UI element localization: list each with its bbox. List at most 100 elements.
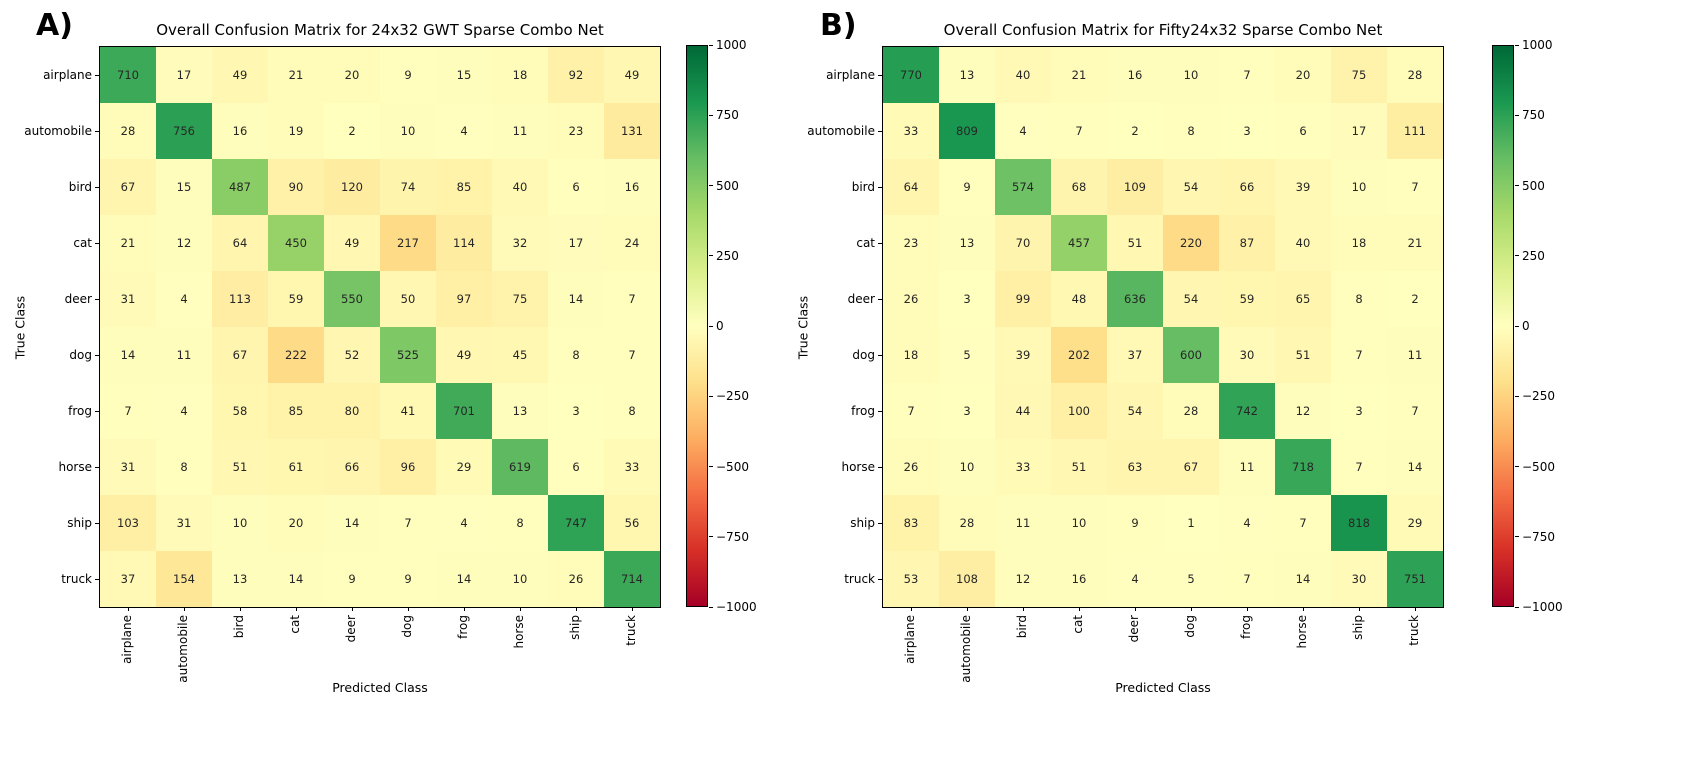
matrix-cell: 11 xyxy=(1387,327,1443,383)
y-tick-label: automobile xyxy=(807,124,875,138)
matrix-cell: 154 xyxy=(156,551,212,607)
matrix-cell: 600 xyxy=(1163,327,1219,383)
matrix-cell: 16 xyxy=(1051,551,1107,607)
matrix-cell: 13 xyxy=(939,215,995,271)
x-tick-label: dog xyxy=(400,615,414,638)
matrix-cell: 6 xyxy=(548,159,604,215)
colorbar-tick-mark xyxy=(1515,255,1519,257)
y-tick-label: ship xyxy=(67,516,92,530)
matrix-cell: 3 xyxy=(939,271,995,327)
panel-letter: B) xyxy=(820,8,857,43)
matrix-cell: 742 xyxy=(1219,383,1275,439)
matrix-cell: 51 xyxy=(1051,439,1107,495)
x-tick-label: frog xyxy=(456,615,470,639)
matrix-cell: 9 xyxy=(380,47,436,103)
matrix-cell: 11 xyxy=(156,327,212,383)
x-tick-label: automobile xyxy=(176,615,190,683)
matrix-cell: 54 xyxy=(1163,159,1219,215)
x-tick-mark xyxy=(183,607,185,611)
matrix-cell: 68 xyxy=(1051,159,1107,215)
colorbar-tick-mark xyxy=(1515,185,1519,186)
matrix-cell: 14 xyxy=(436,551,492,607)
matrix-cell: 222 xyxy=(268,327,324,383)
matrix-cell: 49 xyxy=(436,327,492,383)
matrix-cell: 3 xyxy=(1331,383,1387,439)
matrix-cell: 33 xyxy=(604,439,660,495)
x-tick-label: bird xyxy=(1015,615,1029,639)
matrix-cell: 701 xyxy=(436,383,492,439)
x-tick-label: airplane xyxy=(120,615,134,664)
matrix-cell: 52 xyxy=(324,327,380,383)
y-tick-label: airplane xyxy=(43,68,92,82)
x-tick-label: truck xyxy=(624,615,638,646)
matrix-cell: 85 xyxy=(268,383,324,439)
colorbar-tick-label: 0 xyxy=(1522,319,1530,333)
matrix-cell: 48 xyxy=(1051,271,1107,327)
colorbar-tick-label: 1000 xyxy=(716,38,747,52)
matrix-cell: 24 xyxy=(604,215,660,271)
matrix-cell: 90 xyxy=(268,159,324,215)
matrix-cell: 28 xyxy=(1387,47,1443,103)
y-tick-mark xyxy=(95,578,99,580)
matrix-cell: 487 xyxy=(212,159,268,215)
y-axis-label: True Class xyxy=(795,295,811,360)
matrix-cell: 4 xyxy=(1219,495,1275,551)
matrix-cell: 28 xyxy=(1163,383,1219,439)
matrix-cell: 37 xyxy=(100,551,156,607)
matrix-cell: 23 xyxy=(548,103,604,159)
matrix-cell: 619 xyxy=(492,439,548,495)
matrix-cell: 40 xyxy=(1275,215,1331,271)
matrix-cell: 6 xyxy=(548,439,604,495)
x-tick-label: deer xyxy=(344,615,358,643)
matrix-cell: 131 xyxy=(604,103,660,159)
y-tick-label: deer xyxy=(64,292,92,306)
matrix-cell: 41 xyxy=(380,383,436,439)
matrix-cell: 770 xyxy=(883,47,939,103)
matrix-cell: 97 xyxy=(436,271,492,327)
matrix-cell: 11 xyxy=(995,495,1051,551)
matrix-cell: 8 xyxy=(492,495,548,551)
matrix-cell: 16 xyxy=(212,103,268,159)
matrix-cell: 103 xyxy=(100,495,156,551)
matrix-cell: 54 xyxy=(1107,383,1163,439)
x-tick-label: horse xyxy=(512,615,526,649)
colorbar-tick-label: −500 xyxy=(1522,459,1555,474)
matrix-cell: 20 xyxy=(324,47,380,103)
matrix-cell: 818 xyxy=(1331,495,1387,551)
colorbar-tick-mark xyxy=(709,114,713,116)
matrix-cell: 220 xyxy=(1163,215,1219,271)
colorbar-tick-label: 750 xyxy=(716,108,739,123)
matrix-cell: 4 xyxy=(436,495,492,551)
matrix-cell: 12 xyxy=(156,215,212,271)
colorbar-tick-mark xyxy=(709,606,713,608)
colorbar-tick-label: 0 xyxy=(716,319,724,333)
matrix-cell: 2 xyxy=(1107,103,1163,159)
matrix-cell: 33 xyxy=(883,103,939,159)
y-tick-label: automobile xyxy=(24,124,92,138)
y-tick-label: frog xyxy=(851,404,875,418)
matrix-cell: 31 xyxy=(156,495,212,551)
matrix-cell: 7 xyxy=(883,383,939,439)
matrix-cell: 31 xyxy=(100,439,156,495)
matrix-cell: 21 xyxy=(100,215,156,271)
colorbar-tick-mark xyxy=(1515,466,1519,467)
matrix-cell: 20 xyxy=(1275,47,1331,103)
colorbar-tick-label: −500 xyxy=(716,459,749,474)
y-tick-mark xyxy=(878,74,882,76)
colorbar-tick-label: 250 xyxy=(716,248,739,263)
colorbar-tick-label: −750 xyxy=(1522,529,1555,544)
matrix-cell: 51 xyxy=(1275,327,1331,383)
colorbar-tick-mark xyxy=(709,44,713,46)
matrix-cell: 21 xyxy=(1051,47,1107,103)
y-tick-mark xyxy=(878,242,882,244)
matrix-cell: 457 xyxy=(1051,215,1107,271)
x-tick-label: ship xyxy=(1351,615,1365,640)
matrix-cell: 120 xyxy=(324,159,380,215)
colorbar-tick-mark xyxy=(1515,44,1519,46)
matrix-cell: 49 xyxy=(212,47,268,103)
x-tick-mark xyxy=(239,607,241,611)
chart-title: Overall Confusion Matrix for 24x32 GWT S… xyxy=(156,21,604,39)
colorbar-tick-mark xyxy=(709,395,713,397)
matrix-cell: 17 xyxy=(1331,103,1387,159)
